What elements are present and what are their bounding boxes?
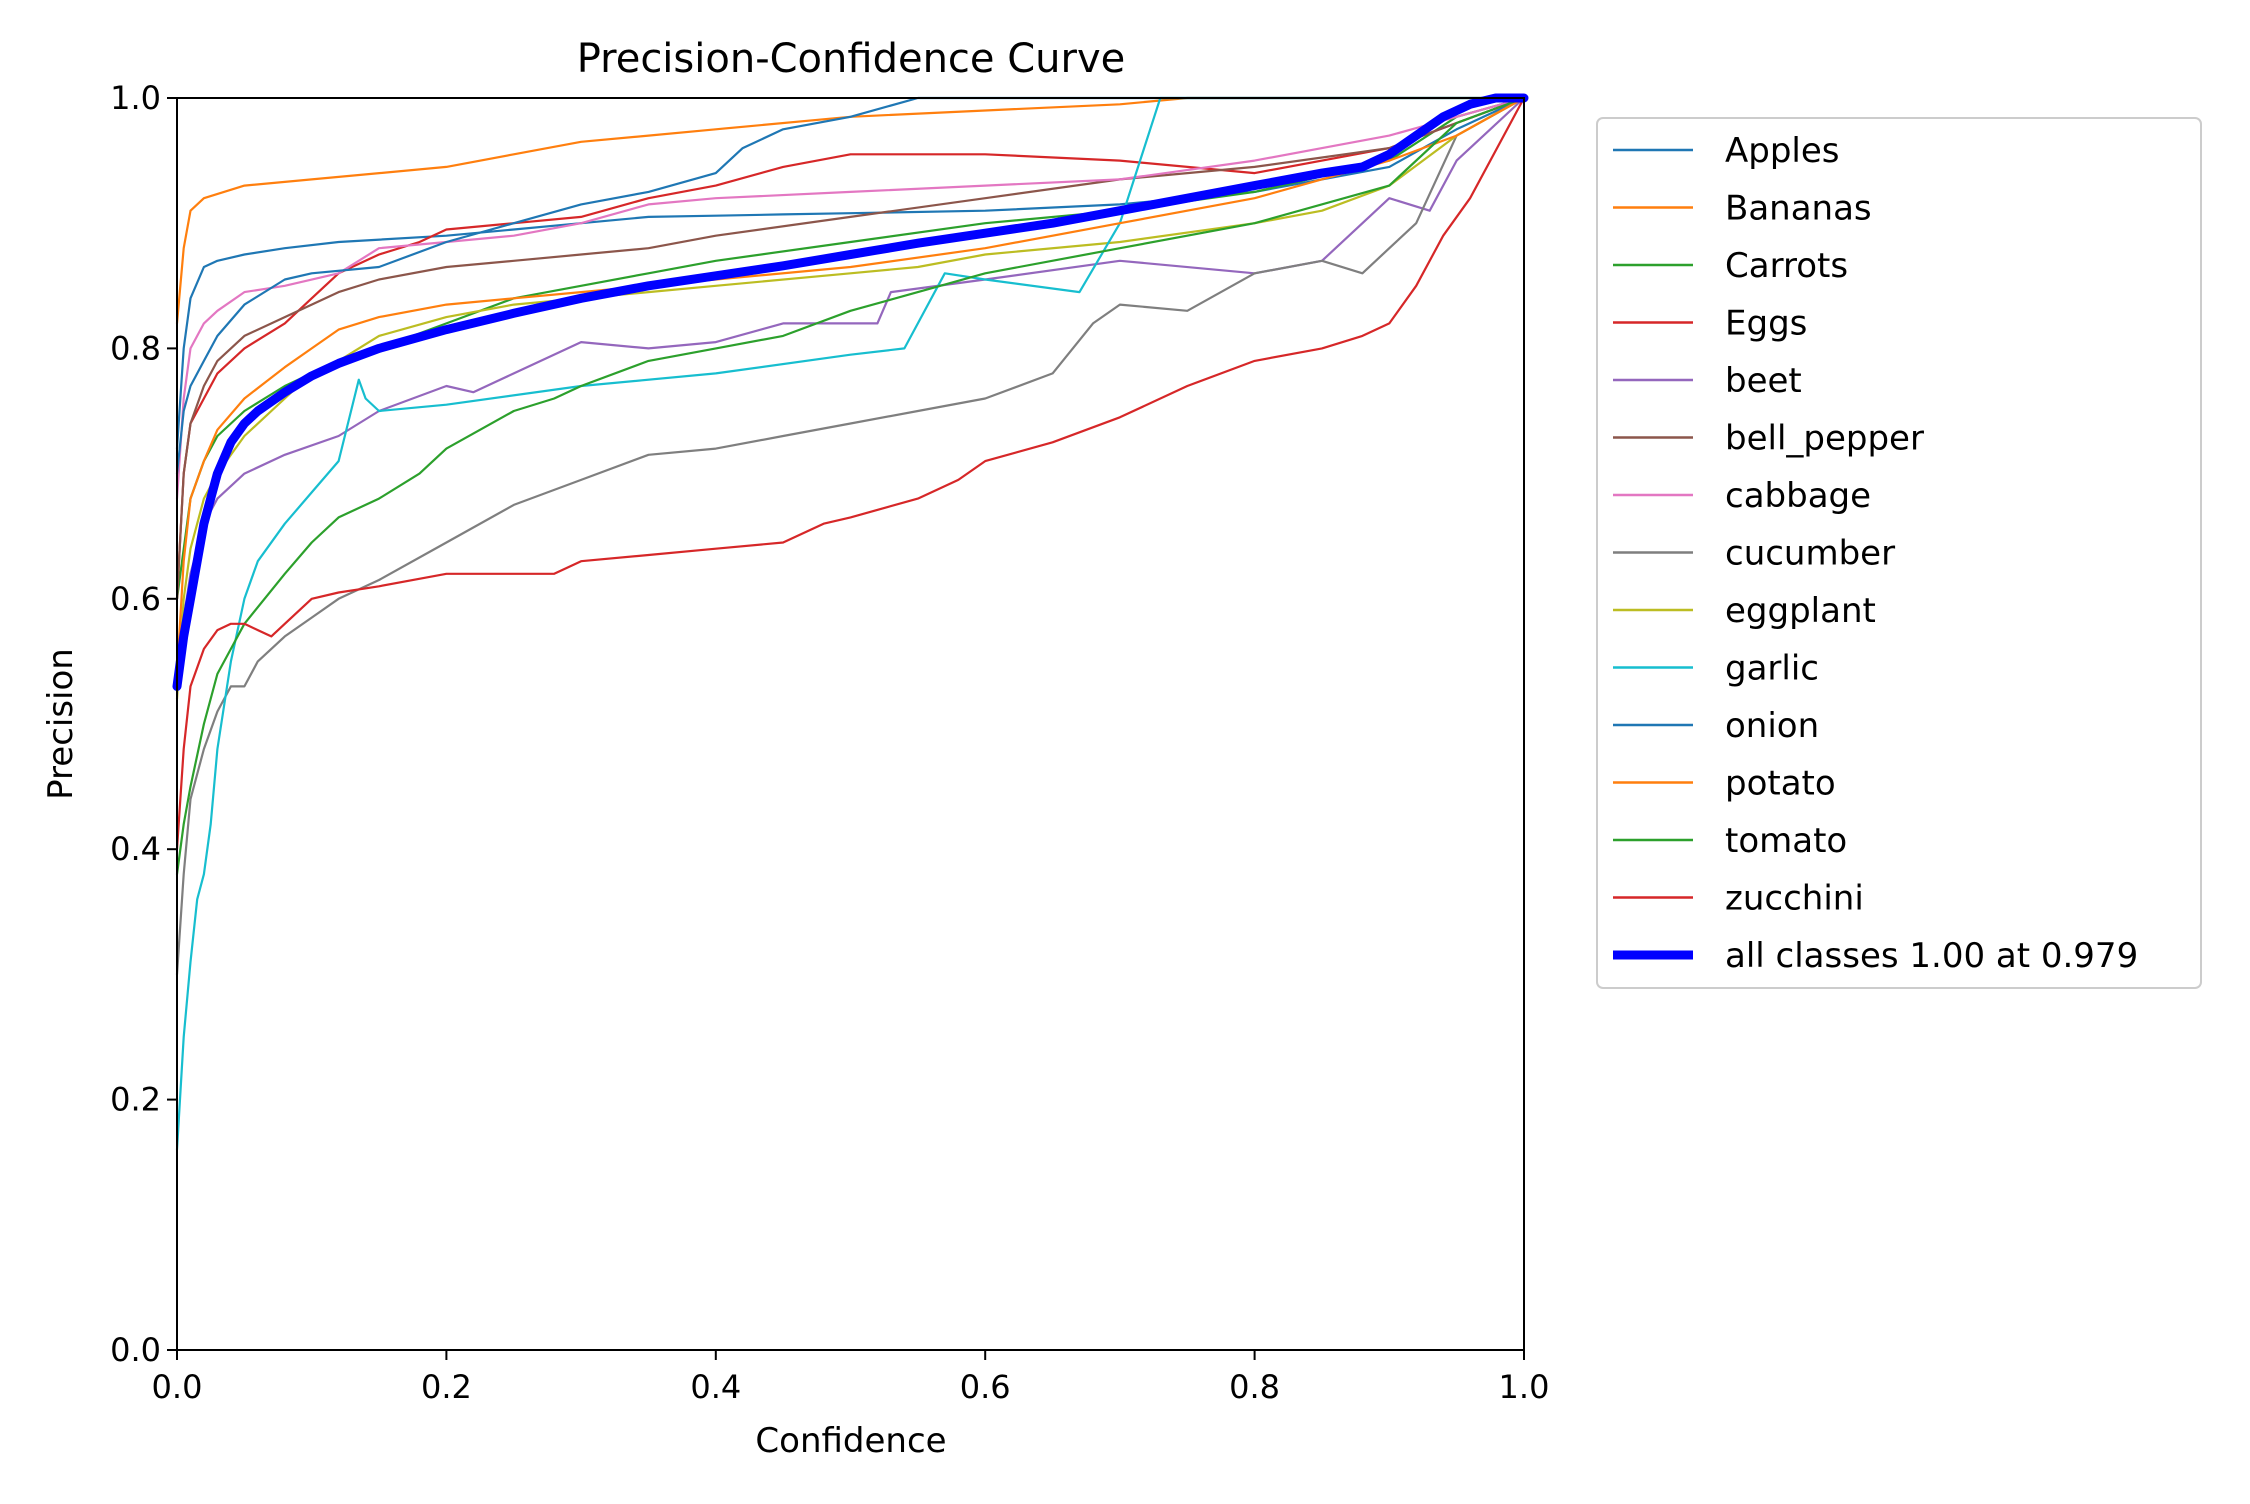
x-axis-label: Confidence [755,1421,946,1461]
series-line-potato [175,96,1526,676]
y-tick-label: 0.0 [110,1331,161,1369]
legend-label-beet: beet [1725,361,1802,401]
y-tick-label: 0.8 [110,329,161,367]
series-line-beet [175,96,1526,663]
legend: Apples Bananas Carrots Eggs beet bell_pepperc… [1596,117,2202,989]
x-tick-label: 0.0 [152,1368,203,1406]
series-line-carrots [175,96,1526,600]
series-line-tomato [175,96,1526,876]
series-line-cucumber [175,96,1526,976]
legend-label-onion: onion [1725,706,1819,746]
legend-label-apples: Apples [1725,131,1840,171]
series-line-eggplant [175,96,1526,701]
legend-label-all-classes: all classes 1.00 at 0.979 [1725,936,2138,976]
y-tick-label: 0.4 [110,830,161,868]
legend-label-bell-pepper: bell_pepper [1725,419,1924,459]
legend-label-potato: potato [1725,764,1836,804]
x-tick-label: 0.2 [421,1368,472,1406]
x-tick-label: 0.6 [960,1368,1011,1406]
legend-label-eggplant: eggplant [1725,591,1876,631]
legend-box [1596,117,2202,989]
plot-frame [176,97,1525,1351]
series-line-zucchini [175,96,1526,851]
series-line-bell-pepper [175,96,1526,600]
legend-label-cabbage: cabbage [1725,476,1871,516]
x-tick-label: 0.8 [1229,1368,1280,1406]
y-axis-label: Precision [41,648,81,800]
series-line-bananas [175,96,1526,325]
y-tick-label: 0.6 [110,580,161,618]
legend-label-bananas: Bananas [1725,189,1872,229]
series-line-eggs [175,96,1526,600]
legend-label-carrots: Carrots [1725,246,1848,286]
series-line-cabbage [175,96,1526,500]
y-tick-label: 1.0 [110,79,161,117]
y-axis-ticks: 0.0 0.2 0.4 0.6 0.8 1.0 [110,79,177,1369]
x-tick-label: 0.4 [690,1368,741,1406]
legend-label-zucchini: zucchini [1725,879,1864,919]
x-tick-label: 1.0 [1499,1368,1550,1406]
plot-lines [172,93,1529,1151]
legend-label-cucumber: cucumber [1725,534,1895,574]
chart-title: Precision-Confidence Curve [577,36,1126,82]
x-axis-ticks: 0.0 0.2 0.4 0.6 0.8 1.0 [152,1350,1550,1406]
legend-label-garlic: garlic [1725,649,1819,689]
legend-label-eggs: Eggs [1725,304,1807,344]
series-line-all-classes [172,93,1529,691]
series-line-garlic [175,96,1526,1151]
legend-items: Apples Bananas Carrots Eggs beet bell_pepperc… [1613,131,2138,976]
legend-label-tomato: tomato [1725,821,1847,861]
y-tick-label: 0.2 [110,1081,161,1119]
